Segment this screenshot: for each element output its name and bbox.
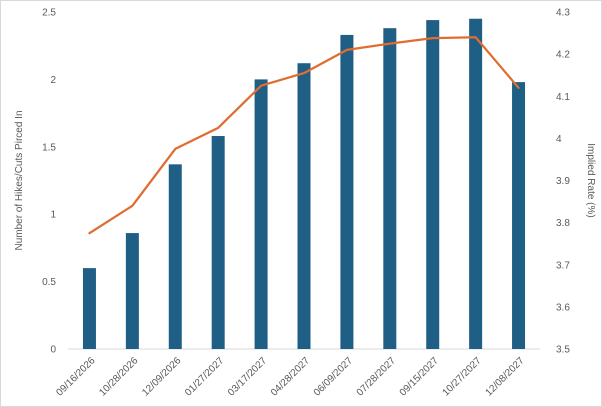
y-axis-title: Number of Hikes/Cuts Pirced In <box>14 110 25 250</box>
x-tick-label-8: 09/15/2027 <box>398 355 441 398</box>
y-tick-label-0: 0 <box>50 345 56 356</box>
y2-tick-label-1: 3.6 <box>556 302 570 313</box>
bar-8 <box>426 20 440 349</box>
y2-tick-label-0: 3.5 <box>556 345 570 356</box>
x-tick-label-9: 10/27/2027 <box>441 355 484 398</box>
x-tick-label-7: 07/28/2027 <box>355 355 398 398</box>
y-tick-label-4: 2 <box>50 75 56 86</box>
bar-10 <box>512 82 526 349</box>
x-tick-label-2: 12/09/2026 <box>140 355 183 398</box>
implied-rate-line <box>88 36 520 235</box>
y2-tick-label-7: 4.2 <box>556 50 570 61</box>
y2-tick-label-2: 3.7 <box>556 260 570 271</box>
bar-3 <box>211 136 225 349</box>
y2-tick-label-4: 3.9 <box>556 176 570 187</box>
y-tick-label-1: 0.5 <box>42 277 56 288</box>
y2-tick-label-6: 4.1 <box>556 92 570 103</box>
y-tick-label-5: 2.5 <box>42 8 56 19</box>
x-tick-label-1: 10/28/2026 <box>97 355 140 398</box>
x-tick-label-10: 12/08/2027 <box>483 355 526 398</box>
x-tick-label-0: 09/16/2026 <box>54 355 97 398</box>
y2-tick-label-5: 4 <box>556 134 562 145</box>
bar-1 <box>125 233 139 349</box>
x-tick-label-6: 06/09/2027 <box>312 355 355 398</box>
bar-4 <box>254 79 268 350</box>
y-tick-label-3: 1.5 <box>42 142 56 153</box>
bar-2 <box>168 164 182 349</box>
x-tick-label-3: 01/27/2027 <box>183 355 226 398</box>
bar-0 <box>82 268 96 349</box>
y2-tick-label-3: 3.8 <box>556 218 570 229</box>
y2-tick-label-8: 4.3 <box>556 8 570 19</box>
bar-5 <box>297 63 311 349</box>
bar-6 <box>340 34 354 349</box>
x-tick-label-4: 03/17/2027 <box>226 355 269 398</box>
bar-7 <box>383 28 397 350</box>
bar-9 <box>469 18 483 350</box>
x-tick-label-5: 04/28/2027 <box>269 355 312 398</box>
y2-axis-title: Implied Rate (%) <box>585 143 596 217</box>
y-tick-label-2: 1 <box>50 210 56 221</box>
